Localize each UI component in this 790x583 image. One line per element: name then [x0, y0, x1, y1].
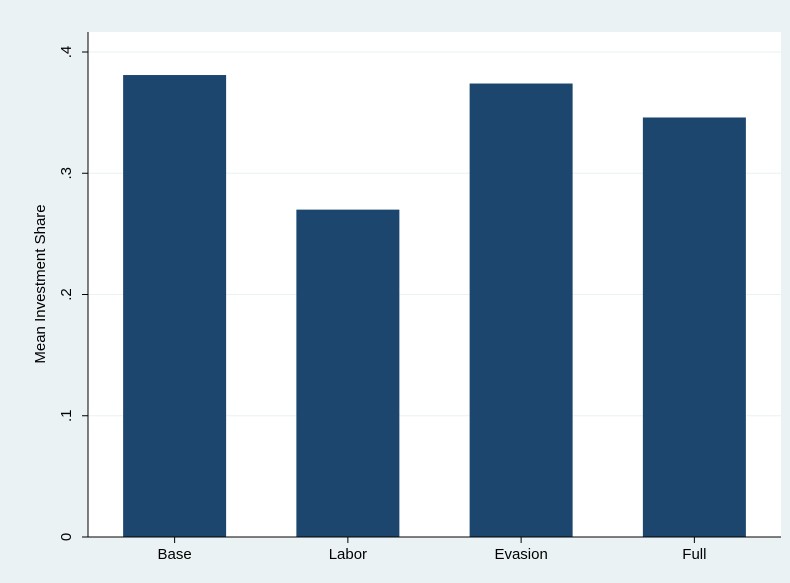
y-axis-label: Mean Investment Share — [32, 204, 49, 363]
bar-base — [123, 75, 227, 537]
y-tick-label: .1 — [58, 409, 75, 422]
x-ticks: Base Labor Evasion Full — [158, 537, 706, 563]
x-tick-label-labor: Labor — [329, 546, 367, 563]
x-tick-label-base: Base — [158, 546, 192, 563]
y-tick-label: .3 — [58, 167, 75, 180]
x-tick-label-evasion: Evasion — [494, 546, 547, 563]
y-tick-label: 0 — [58, 533, 75, 541]
bar-evasion — [469, 83, 573, 538]
bars — [123, 75, 746, 538]
bar-labor — [296, 209, 400, 537]
y-ticks: 0 .1 .2 .3 .4 — [58, 46, 88, 541]
x-tick-label-full: Full — [682, 546, 706, 563]
y-tick-label: .4 — [58, 46, 75, 59]
y-tick-label: .2 — [58, 288, 75, 301]
bar-full — [642, 117, 746, 537]
